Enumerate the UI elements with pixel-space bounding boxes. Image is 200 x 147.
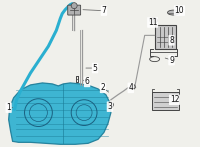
Circle shape [130,84,135,89]
Circle shape [71,3,77,9]
Text: 2: 2 [101,83,105,92]
Circle shape [152,19,155,22]
Text: 9: 9 [169,56,174,65]
FancyBboxPatch shape [152,92,179,110]
Ellipse shape [150,18,158,23]
Text: 6: 6 [85,77,90,86]
Text: 10: 10 [175,6,184,15]
Text: 4: 4 [128,83,133,92]
Text: 11: 11 [148,18,157,27]
Text: 1: 1 [6,103,11,112]
Ellipse shape [168,10,179,15]
Text: 5: 5 [93,64,97,73]
Polygon shape [9,83,111,144]
Text: 7: 7 [102,6,106,15]
Text: 8: 8 [169,36,174,45]
FancyBboxPatch shape [155,25,176,49]
Text: 12: 12 [170,95,179,104]
Circle shape [108,102,113,107]
FancyBboxPatch shape [68,5,81,15]
Text: 3: 3 [107,102,112,111]
